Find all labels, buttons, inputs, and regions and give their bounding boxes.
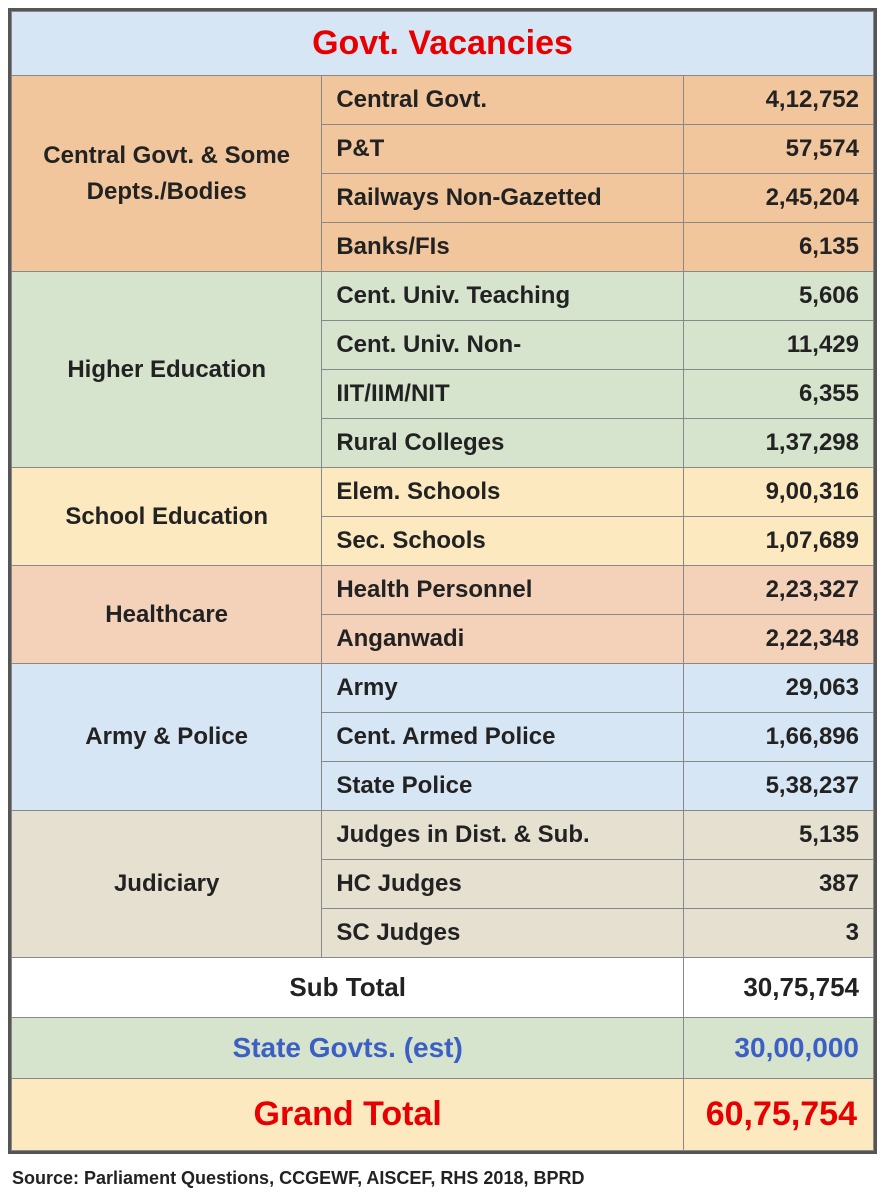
- category-higher: Higher Education: [12, 272, 322, 468]
- category-central: Central Govt. & Some Depts./Bodies: [12, 76, 322, 272]
- item-value: 57,574: [684, 125, 874, 174]
- item-label: Banks/FIs: [322, 223, 684, 272]
- item-label: Cent. Univ. Teaching: [322, 272, 684, 321]
- stategov-value: 30,00,000: [684, 1018, 874, 1079]
- subtotal-value: 30,75,754: [684, 958, 874, 1018]
- item-value: 2,45,204: [684, 174, 874, 223]
- category-jud: Judiciary: [12, 811, 322, 958]
- item-label: Cent. Univ. Non-: [322, 321, 684, 370]
- item-label: IIT/IIM/NIT: [322, 370, 684, 419]
- category-army: Army & Police: [12, 664, 322, 811]
- item-value: 1,66,896: [684, 713, 874, 762]
- category-health: Healthcare: [12, 566, 322, 664]
- item-value: 9,00,316: [684, 468, 874, 517]
- item-value: 6,355: [684, 370, 874, 419]
- item-label: Elem. Schools: [322, 468, 684, 517]
- subtotal-label: Sub Total: [12, 958, 684, 1018]
- item-value: 2,22,348: [684, 615, 874, 664]
- item-label: SC Judges: [322, 909, 684, 958]
- item-value: 1,37,298: [684, 419, 874, 468]
- source-text: Source: Parliament Questions, CCGEWF, AI…: [8, 1154, 877, 1193]
- item-value: 387: [684, 860, 874, 909]
- item-value: 4,12,752: [684, 76, 874, 125]
- item-label: P&T: [322, 125, 684, 174]
- category-school: School Education: [12, 468, 322, 566]
- item-value: 1,07,689: [684, 517, 874, 566]
- item-value: 6,135: [684, 223, 874, 272]
- vacancies-table-container: Govt. VacanciesCentral Govt. & Some Dept…: [8, 8, 877, 1154]
- table-title: Govt. Vacancies: [12, 12, 874, 76]
- item-value: 5,606: [684, 272, 874, 321]
- item-label: Central Govt.: [322, 76, 684, 125]
- item-label: Cent. Armed Police: [322, 713, 684, 762]
- item-value: 5,38,237: [684, 762, 874, 811]
- item-label: HC Judges: [322, 860, 684, 909]
- item-value: 3: [684, 909, 874, 958]
- item-label: Anganwadi: [322, 615, 684, 664]
- item-value: 29,063: [684, 664, 874, 713]
- item-label: Health Personnel: [322, 566, 684, 615]
- item-value: 2,23,327: [684, 566, 874, 615]
- item-label: Rural Colleges: [322, 419, 684, 468]
- item-label: Army: [322, 664, 684, 713]
- item-value: 5,135: [684, 811, 874, 860]
- vacancies-table: Govt. VacanciesCentral Govt. & Some Dept…: [11, 11, 874, 1151]
- item-label: Sec. Schools: [322, 517, 684, 566]
- item-label: Judges in Dist. & Sub.: [322, 811, 684, 860]
- item-label: State Police: [322, 762, 684, 811]
- item-label: Railways Non-Gazetted: [322, 174, 684, 223]
- stategov-label: State Govts. (est): [12, 1018, 684, 1079]
- grand-label: Grand Total: [12, 1079, 684, 1151]
- item-value: 11,429: [684, 321, 874, 370]
- grand-value: 60,75,754: [684, 1079, 874, 1151]
